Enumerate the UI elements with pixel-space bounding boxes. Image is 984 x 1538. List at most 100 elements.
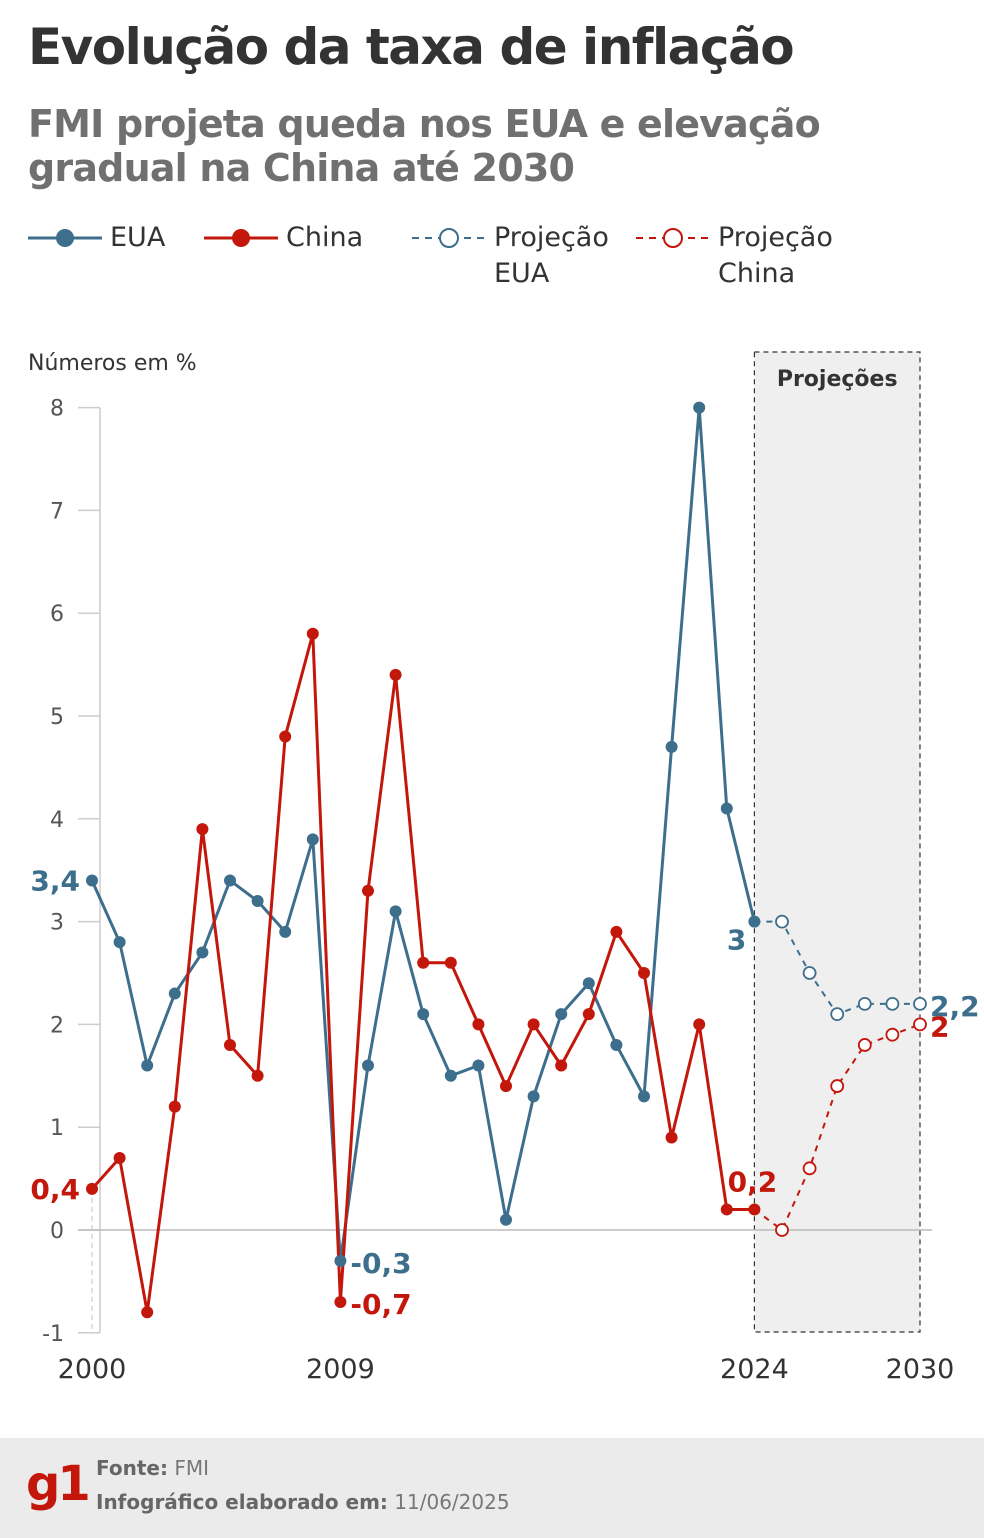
point-2-2027 bbox=[830, 1007, 845, 1022]
point-0-2016 bbox=[527, 1090, 540, 1103]
legend-swatch-proj-eua bbox=[412, 228, 486, 248]
data-label-3: 2,2 bbox=[930, 990, 980, 1023]
point-1-2003 bbox=[168, 1100, 181, 1113]
g1-logo: g1 bbox=[26, 1456, 91, 1512]
point-0-2005 bbox=[224, 874, 236, 887]
point-0-2009 bbox=[334, 1254, 347, 1267]
point-3-2025 bbox=[775, 1223, 789, 1237]
point-1-2012 bbox=[417, 956, 430, 969]
series-line-0 bbox=[90, 406, 756, 1263]
legend-label-proj-eua: Projeção EUA bbox=[494, 222, 609, 289]
unit-note: Números em % bbox=[28, 351, 197, 376]
source-line: Fonte: FMI bbox=[96, 1456, 209, 1480]
y-tick-label-8: 8 bbox=[50, 397, 64, 422]
y-tick-label-6: 6 bbox=[50, 602, 64, 627]
projection-label: Projeções bbox=[777, 367, 898, 392]
point-0-2014 bbox=[472, 1059, 485, 1072]
line-chart: Projeções Números em % -1 0 1 2 3 4 5 6 7 8 2000 2009… bbox=[28, 351, 980, 1385]
data-label-5: -0,7 bbox=[350, 1288, 411, 1321]
y-tick-label-7: 7 bbox=[50, 499, 64, 524]
legend-swatch-eua bbox=[28, 229, 102, 247]
y-tick-label-2: 2 bbox=[50, 1013, 64, 1038]
x-tick-label-2009: 2009 bbox=[306, 1354, 375, 1385]
x-tick-label-2024: 2024 bbox=[720, 1354, 789, 1385]
point-1-2020 bbox=[638, 967, 650, 979]
point-1-2009 bbox=[334, 1295, 347, 1308]
point-0-2001 bbox=[113, 936, 126, 949]
point-3-2030 bbox=[913, 1017, 927, 1032]
source-label: Fonte: bbox=[96, 1456, 168, 1480]
point-0-2011 bbox=[389, 905, 402, 918]
point-2-2028 bbox=[857, 996, 872, 1011]
point-1-2023 bbox=[720, 1203, 733, 1216]
point-1-2017 bbox=[555, 1059, 568, 1072]
x-tick-label-2030: 2030 bbox=[886, 1354, 955, 1385]
point-0-2007 bbox=[279, 925, 292, 938]
point-1-2011 bbox=[389, 668, 402, 681]
point-0-2002 bbox=[141, 1059, 154, 1072]
point-1-2007 bbox=[279, 730, 292, 743]
point-1-2013 bbox=[444, 956, 457, 969]
point-3-2027 bbox=[830, 1079, 845, 1093]
y-tick-label-3: 3 bbox=[50, 911, 64, 936]
source-value: FMI bbox=[174, 1456, 209, 1480]
point-1-2004 bbox=[196, 823, 209, 836]
point-2-2029 bbox=[885, 996, 900, 1011]
point-1-2024 bbox=[748, 1203, 761, 1216]
point-2-2026 bbox=[802, 966, 817, 980]
point-0-2023 bbox=[720, 802, 733, 815]
point-0-2013 bbox=[444, 1069, 457, 1082]
point-1-2010 bbox=[362, 884, 374, 897]
data-label-4: 0,4 bbox=[30, 1173, 80, 1206]
point-1-2001 bbox=[113, 1152, 126, 1165]
point-1-2015 bbox=[500, 1080, 512, 1093]
point-0-2000 bbox=[86, 874, 98, 887]
point-3-2028 bbox=[857, 1038, 872, 1052]
point-0-2012 bbox=[417, 1008, 430, 1021]
point-0-2015 bbox=[500, 1213, 512, 1226]
data-label-1: -0,3 bbox=[350, 1247, 411, 1280]
point-0-2022 bbox=[693, 401, 706, 414]
y-tick-label-0: 0 bbox=[50, 1219, 64, 1244]
data-label-7: 2 bbox=[930, 1010, 949, 1043]
projection-area bbox=[753, 351, 921, 1333]
x-tick-label-2000: 2000 bbox=[58, 1354, 127, 1385]
point-1-2016 bbox=[527, 1018, 540, 1031]
y-tick-label-1: 1 bbox=[50, 1116, 64, 1141]
point-0-2018 bbox=[582, 977, 595, 990]
chart-title: Evolução da taxa de inflação bbox=[28, 18, 795, 76]
y-tick-label-5: 5 bbox=[50, 705, 64, 730]
point-1-2000 bbox=[86, 1182, 98, 1195]
legend-label-china: China bbox=[286, 222, 364, 253]
point-1-2018 bbox=[582, 1008, 595, 1021]
point-0-2017 bbox=[555, 1008, 568, 1021]
legend-swatch-china bbox=[204, 229, 278, 247]
point-0-2004 bbox=[196, 946, 209, 959]
point-1-2019 bbox=[610, 925, 623, 938]
point-1-2022 bbox=[693, 1018, 706, 1031]
point-0-2019 bbox=[610, 1038, 623, 1051]
point-2-2025 bbox=[775, 914, 789, 929]
point-0-2024 bbox=[748, 915, 761, 928]
date-value: 11/06/2025 bbox=[394, 1490, 510, 1514]
point-0-2008 bbox=[306, 833, 319, 846]
point-3-2026 bbox=[802, 1161, 817, 1176]
point-1-2005 bbox=[224, 1038, 236, 1051]
chart-subtitle: FMI projeta queda nos EUA e elevação gra… bbox=[28, 102, 821, 190]
point-1-2021 bbox=[665, 1131, 678, 1144]
legend-swatch-proj-china bbox=[636, 228, 710, 248]
point-0-2006 bbox=[251, 895, 264, 908]
point-3-2029 bbox=[885, 1027, 900, 1042]
point-0-2003 bbox=[168, 987, 181, 1000]
data-label-0: 3,4 bbox=[30, 864, 80, 897]
y-tick-label-4: 4 bbox=[50, 808, 64, 833]
point-1-2002 bbox=[141, 1306, 154, 1319]
legend-label-proj-china: Projeção China bbox=[718, 222, 833, 289]
point-2-2030 bbox=[913, 996, 927, 1011]
date-line: Infográfico elaborado em: 11/06/2025 bbox=[96, 1490, 510, 1514]
data-label-6: 0,2 bbox=[728, 1165, 778, 1198]
point-1-2014 bbox=[472, 1018, 485, 1031]
legend-label-eua: EUA bbox=[110, 222, 166, 253]
date-label: Infográfico elaborado em: bbox=[96, 1490, 388, 1514]
point-1-2008 bbox=[306, 627, 319, 640]
